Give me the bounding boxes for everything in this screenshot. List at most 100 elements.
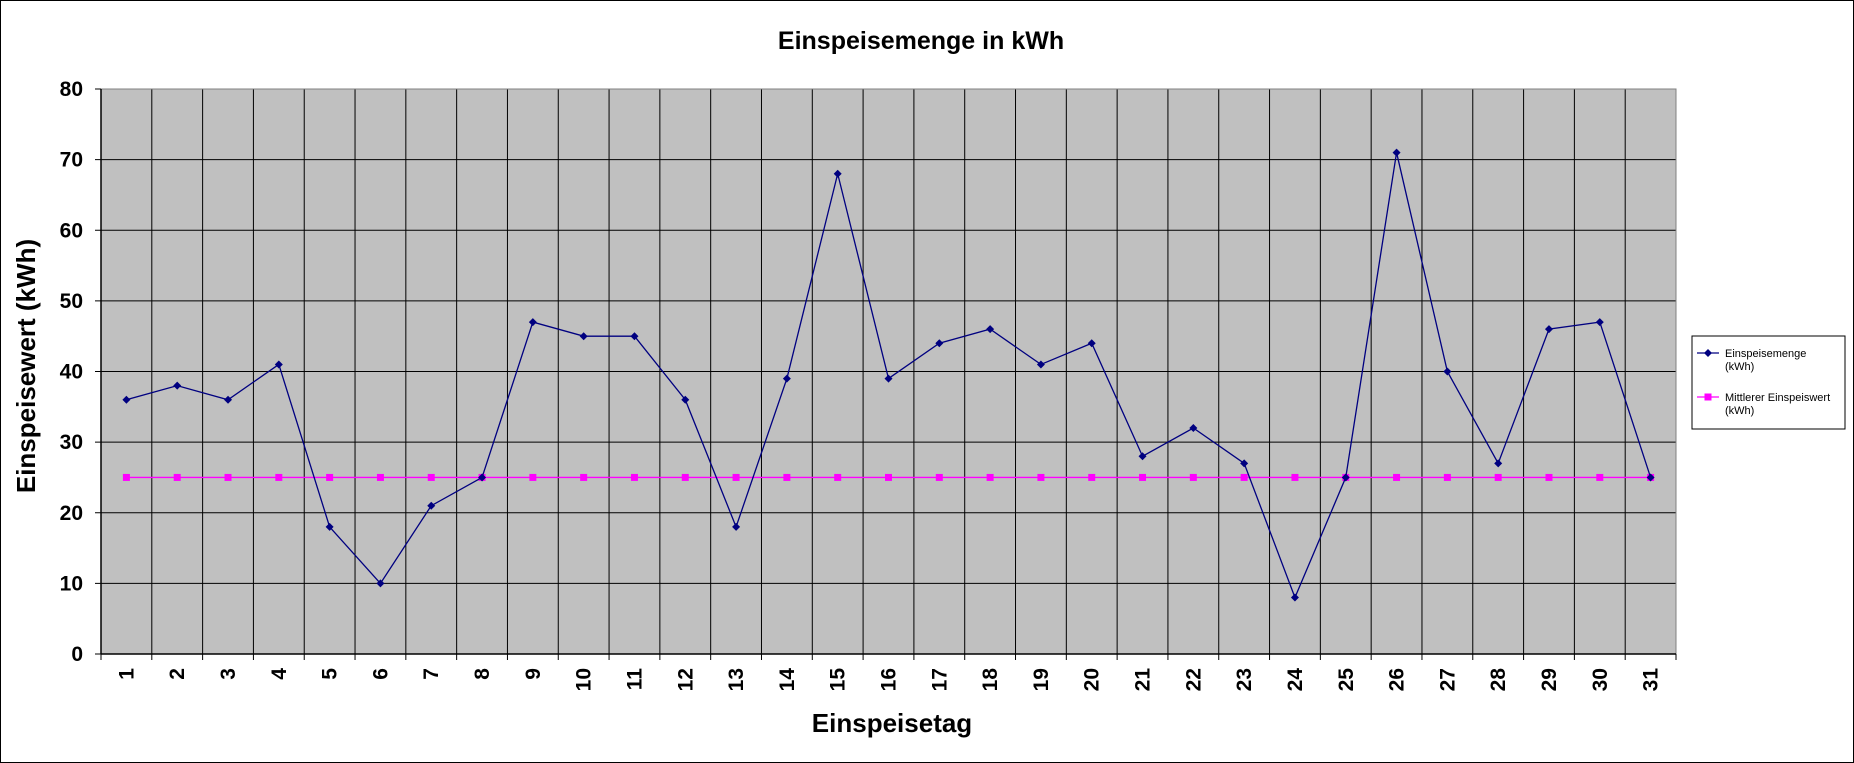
data-point	[325, 522, 334, 531]
grid-lines	[100, 88, 1677, 655]
data-point	[173, 473, 181, 481]
data-point	[580, 473, 588, 481]
x-tick-label: 28	[1487, 668, 1510, 692]
data-point	[1392, 148, 1401, 157]
y-tick-label: 30	[60, 431, 83, 454]
data-point	[579, 332, 588, 341]
data-point	[1189, 424, 1198, 432]
y-axis-label: Einspeisewert (kWh)	[11, 239, 41, 493]
x-tick-label: 18	[979, 668, 1002, 692]
x-tick-label: 27	[1436, 668, 1459, 691]
data-point	[630, 332, 639, 341]
data-point	[1139, 473, 1147, 481]
data-point	[782, 374, 791, 383]
data-point	[122, 395, 131, 404]
x-tick-label: 31	[1640, 668, 1663, 692]
legend-item: Mittlerer Einspeiswert(kWh)	[1697, 392, 1830, 417]
legend: Einspeisemenge(kWh)Mittlerer Einspeiswer…	[1691, 335, 1846, 430]
data-point	[224, 473, 232, 481]
x-tick-label: 17	[928, 668, 951, 691]
data-point	[478, 473, 487, 482]
data-point	[1545, 473, 1553, 481]
y-tick-label: 0	[71, 643, 83, 666]
data-point	[1544, 325, 1553, 334]
data-point	[1494, 459, 1503, 468]
data-point	[122, 473, 130, 481]
x-tick-label: 5	[319, 668, 342, 680]
x-tick-label: 4	[268, 668, 291, 680]
y-tick-label: 60	[60, 219, 83, 242]
y-tick-label: 10	[60, 572, 83, 595]
data-point	[275, 473, 283, 481]
y-tick-labels: 0 10 20 30 40 50 60 70 80	[60, 78, 83, 666]
y-tick-label: 40	[60, 361, 83, 384]
x-tick-label: 29	[1538, 668, 1561, 691]
x-tick-label: 1	[115, 668, 138, 680]
data-point	[935, 473, 943, 481]
data-point	[376, 579, 385, 588]
data-point	[885, 473, 892, 481]
data-point	[1138, 452, 1147, 461]
data-point	[732, 522, 741, 531]
legend-marker	[1704, 349, 1712, 357]
x-tick-label: 10	[573, 668, 596, 691]
data-point	[833, 169, 842, 178]
data-point	[274, 360, 283, 369]
data-point	[1087, 339, 1096, 348]
x-tick-label: 8	[471, 668, 494, 680]
x-tick-label: 25	[1335, 668, 1358, 692]
data-point	[986, 473, 994, 481]
data-point	[1036, 360, 1045, 369]
x-tick-label: 12	[674, 668, 697, 691]
data-point	[1443, 473, 1451, 481]
data-point	[1290, 593, 1299, 602]
legend-item: Einspeisemenge(kWh)	[1697, 348, 1806, 373]
x-tick-label: 15	[827, 668, 850, 692]
data-point	[1596, 473, 1604, 481]
data-point	[1341, 473, 1350, 482]
x-tick-label: 7	[420, 668, 443, 680]
x-tick-label: 16	[878, 668, 901, 691]
x-tick-label: 6	[369, 668, 392, 680]
x-tick-label: 22	[1182, 668, 1205, 691]
x-tick-label: 3	[217, 668, 240, 680]
legend-box	[1691, 335, 1846, 430]
y-tick-label: 80	[60, 78, 83, 101]
data-point	[935, 339, 944, 348]
data-point	[1037, 473, 1045, 481]
x-tick-label: 9	[522, 668, 545, 680]
data-point	[681, 395, 690, 404]
chart-title: Einspeisemenge in kWh	[778, 27, 1064, 55]
x-tick-label: 24	[1284, 668, 1307, 692]
y-tick-label: 20	[60, 502, 83, 525]
legend-label: Einspeisemenge	[1725, 348, 1806, 360]
legend-label: Mittlerer Einspeiswert	[1725, 392, 1830, 404]
data-point	[1088, 473, 1096, 481]
data-point	[1443, 367, 1452, 376]
data-point	[834, 473, 842, 481]
data-point	[1189, 473, 1197, 481]
data-point	[427, 473, 435, 481]
axes	[95, 88, 1677, 660]
data-point	[376, 473, 384, 481]
y-tick-label: 50	[60, 290, 83, 313]
x-tick-label: 21	[1132, 668, 1155, 692]
data-point	[1646, 473, 1655, 482]
data-point	[1240, 473, 1248, 481]
data-point	[1494, 473, 1502, 481]
x-tick-label: 13	[725, 668, 748, 691]
data-point	[1393, 473, 1401, 481]
x-tick-label: 30	[1589, 668, 1612, 691]
data-point	[630, 473, 638, 481]
data-point	[732, 473, 740, 481]
x-axis-label: Einspeisetag	[812, 708, 972, 738]
data-point	[1595, 318, 1604, 327]
series-0	[122, 148, 1655, 602]
legend-label-unit: (kWh)	[1725, 405, 1754, 417]
data-point	[681, 473, 689, 481]
data-point	[528, 318, 537, 327]
legend-label-unit: (kWh)	[1725, 361, 1754, 373]
x-tick-label: 26	[1386, 668, 1409, 691]
